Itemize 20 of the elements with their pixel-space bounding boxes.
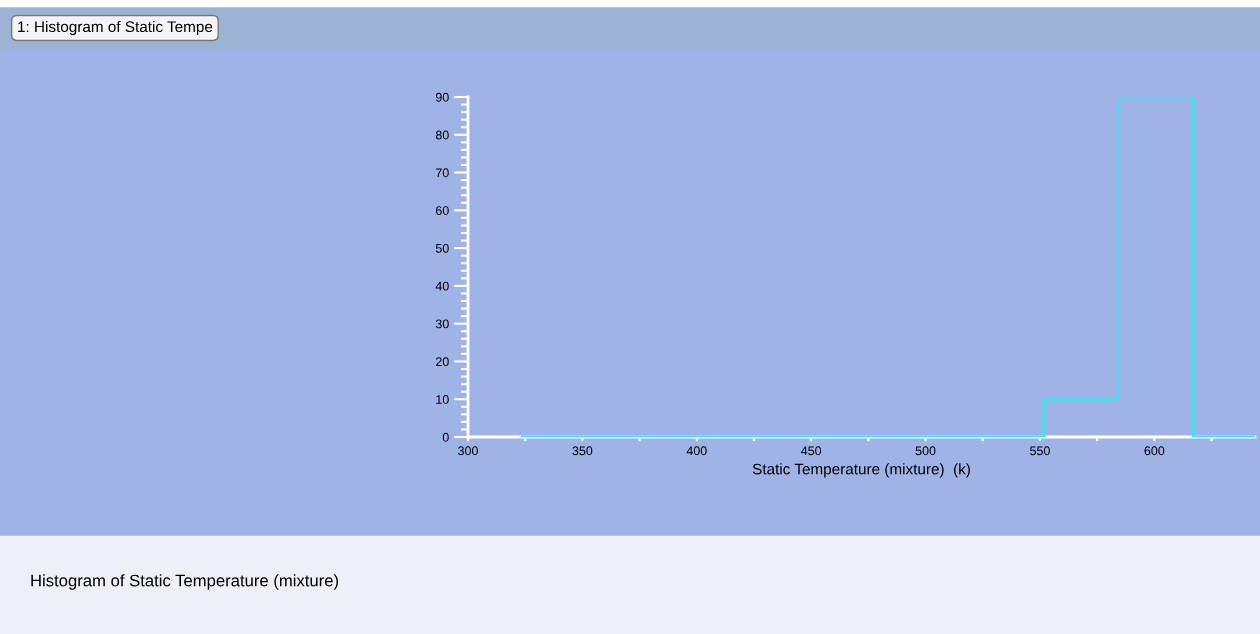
x-tick-label: 550 xyxy=(1030,446,1050,456)
y-tick-label: 30 xyxy=(435,319,449,329)
x-tick-label: 450 xyxy=(801,446,822,456)
x-tick-label: 600 xyxy=(1144,446,1165,456)
y-tick-label: 80 xyxy=(435,130,449,140)
text: Histogram of Static Temperature (mixture) xyxy=(31,574,339,590)
x-axis-title: Static Temperature (mixture) (k) xyxy=(752,463,970,478)
y-tick-label: 70 xyxy=(435,168,449,178)
y-tick-label: 0 xyxy=(442,432,449,442)
x-tick-label: 400 xyxy=(686,446,707,456)
y-tick-label: 90 xyxy=(435,92,449,102)
x-tick-label: 500 xyxy=(915,446,936,456)
x-tick-label: 300 xyxy=(458,446,478,456)
x-tick-label: 350 xyxy=(572,446,593,456)
y-tick-label: 10 xyxy=(436,395,449,404)
y-tick-label: 20 xyxy=(435,357,449,367)
y-tick-label: 40 xyxy=(435,281,449,291)
text: 1: Histogram of Static Tempe xyxy=(18,20,213,36)
y-tick-label: 60 xyxy=(435,206,449,215)
y-tick-label: 50 xyxy=(435,243,449,253)
